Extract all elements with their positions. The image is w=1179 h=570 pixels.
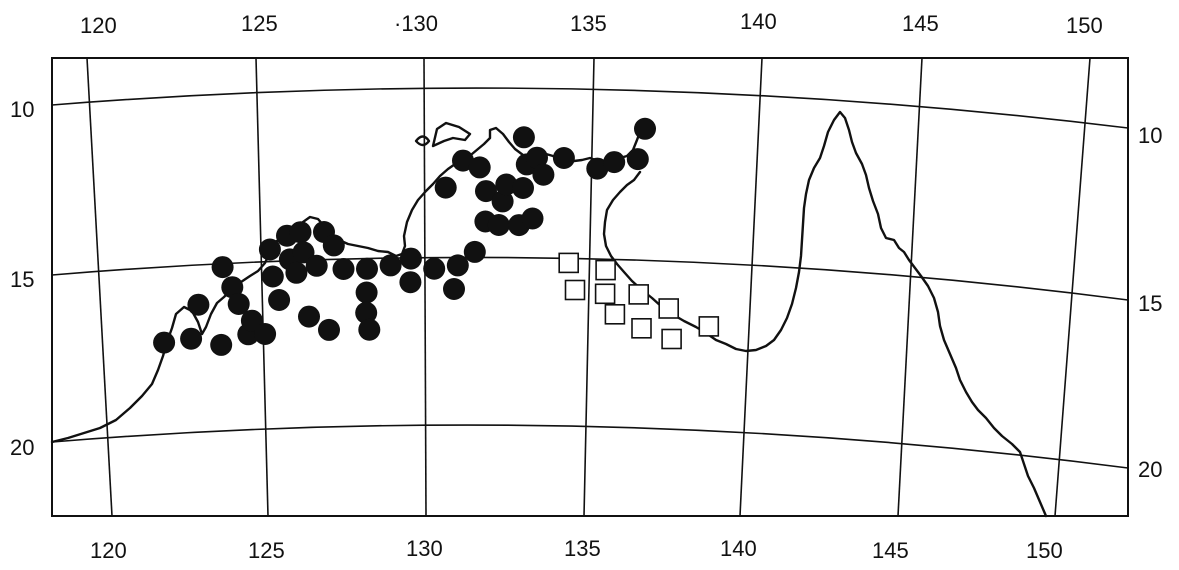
filled-circle-site bbox=[355, 301, 378, 324]
filled-circle-site bbox=[487, 214, 510, 236]
right-lat-label: 10 bbox=[1138, 123, 1162, 148]
graticule bbox=[51, 57, 1129, 517]
filled-circle-site bbox=[187, 293, 210, 316]
map-frame bbox=[51, 57, 1129, 517]
top-lon-label: 120 bbox=[80, 13, 117, 38]
filled-circle-site bbox=[292, 241, 315, 264]
bottom-lon-label: 125 bbox=[248, 538, 285, 563]
right-lat-label: 20 bbox=[1138, 457, 1162, 482]
left-lat-label: 15 bbox=[10, 267, 34, 292]
filled-circle-site bbox=[491, 190, 514, 213]
coastline-northwest bbox=[50, 126, 642, 444]
filled-circle-site bbox=[289, 221, 312, 244]
filled-circle-site bbox=[305, 254, 328, 277]
filled-circle-site bbox=[358, 318, 381, 341]
bottom-lon-label: 140 bbox=[720, 536, 757, 561]
right-latitude-labels: 10 15 20 bbox=[1138, 123, 1162, 482]
open-square-site bbox=[594, 283, 616, 305]
top-lon-label: 125 bbox=[241, 11, 278, 36]
meridian-135 bbox=[583, 57, 595, 517]
open-square-site bbox=[661, 328, 682, 350]
top-lon-label: ·130 bbox=[394, 11, 438, 36]
meridian-125 bbox=[255, 57, 269, 517]
filled-circle-site bbox=[475, 180, 497, 203]
parallel-20 bbox=[51, 424, 1129, 469]
bottom-lon-label: 130 bbox=[406, 536, 443, 561]
top-lon-label: 140 bbox=[740, 9, 777, 34]
open-square-site bbox=[628, 284, 650, 305]
filled-circle-site bbox=[399, 247, 422, 270]
filled-circle-site bbox=[603, 151, 626, 174]
filled-circle-site bbox=[434, 176, 457, 199]
filled-circle-site bbox=[355, 281, 378, 304]
bottom-lon-label: 145 bbox=[872, 538, 909, 563]
filled-circle-site bbox=[261, 265, 284, 288]
top-lon-label: 135 bbox=[570, 11, 607, 36]
open-square-site bbox=[698, 316, 720, 337]
parallel-10 bbox=[51, 87, 1129, 129]
filled-circle-site bbox=[318, 318, 340, 341]
filled-circle-site bbox=[180, 327, 203, 350]
filled-circle-site bbox=[379, 254, 402, 277]
meridian-120 bbox=[86, 57, 113, 517]
filled-circle-site bbox=[258, 238, 281, 261]
filled-circle-site bbox=[452, 149, 474, 172]
filled-circle-site bbox=[211, 256, 234, 279]
filled-circle-site bbox=[221, 276, 244, 299]
open-square-site bbox=[631, 317, 652, 339]
filled-circle-site bbox=[443, 278, 465, 300]
meridian-130 bbox=[423, 57, 427, 517]
open-square-site bbox=[658, 298, 680, 319]
filled-circle-site bbox=[512, 126, 535, 149]
open-square-site bbox=[558, 252, 580, 274]
bottom-lon-label: 150 bbox=[1026, 538, 1063, 563]
top-lon-label: 150 bbox=[1066, 13, 1103, 38]
coastline-islet bbox=[414, 135, 431, 147]
filled-circle-site bbox=[446, 254, 469, 277]
filled-circle-site bbox=[332, 258, 355, 280]
meridian-140 bbox=[739, 57, 763, 517]
parallel-15 bbox=[51, 256, 1129, 301]
filled-circle-site bbox=[298, 305, 320, 328]
left-lat-label: 20 bbox=[10, 435, 34, 460]
meridian-150 bbox=[1054, 57, 1091, 517]
filled-circle-site bbox=[268, 289, 291, 311]
filled-circle-site bbox=[254, 323, 277, 345]
bottom-lon-label: 120 bbox=[90, 538, 127, 563]
filled-circle-site bbox=[423, 257, 446, 280]
open-square-sites bbox=[558, 252, 720, 350]
filled-circle-site bbox=[322, 234, 345, 257]
filled-circle-sites bbox=[153, 117, 656, 356]
left-latitude-labels: 10 15 20 bbox=[10, 97, 34, 460]
filled-circle-site bbox=[634, 117, 656, 140]
filled-circle-site bbox=[285, 261, 308, 284]
filled-circle-site bbox=[532, 163, 555, 186]
coastline-island bbox=[431, 121, 472, 148]
top-lon-label: 145 bbox=[902, 11, 939, 36]
filled-circle-site bbox=[552, 147, 575, 169]
filled-circle-site bbox=[468, 156, 491, 179]
left-lat-label: 10 bbox=[10, 97, 34, 122]
filled-circle-site bbox=[521, 207, 544, 230]
bottom-lon-label: 135 bbox=[564, 536, 601, 561]
filled-circle-site bbox=[153, 331, 176, 354]
filled-circle-site bbox=[463, 240, 486, 263]
filled-circle-site bbox=[210, 333, 233, 356]
open-square-site bbox=[564, 279, 586, 301]
filled-circle-site bbox=[526, 146, 548, 169]
filled-circle-site bbox=[512, 177, 534, 199]
right-lat-label: 15 bbox=[1138, 291, 1162, 316]
open-square-site bbox=[595, 259, 616, 281]
top-longitude-labels: 120 125 ·130 135 140 145 150 bbox=[80, 9, 1103, 38]
meridian-145 bbox=[897, 57, 923, 517]
filled-circle-site bbox=[495, 173, 518, 196]
filled-circle-site bbox=[626, 148, 649, 171]
bottom-longitude-labels: 120 125 130 135 140 145 150 bbox=[90, 536, 1063, 563]
filled-circle-site bbox=[399, 271, 422, 294]
filled-circle-site bbox=[586, 157, 609, 180]
filled-circle-site bbox=[356, 257, 378, 280]
open-square-site bbox=[604, 303, 626, 325]
filled-circle-site bbox=[227, 293, 250, 315]
